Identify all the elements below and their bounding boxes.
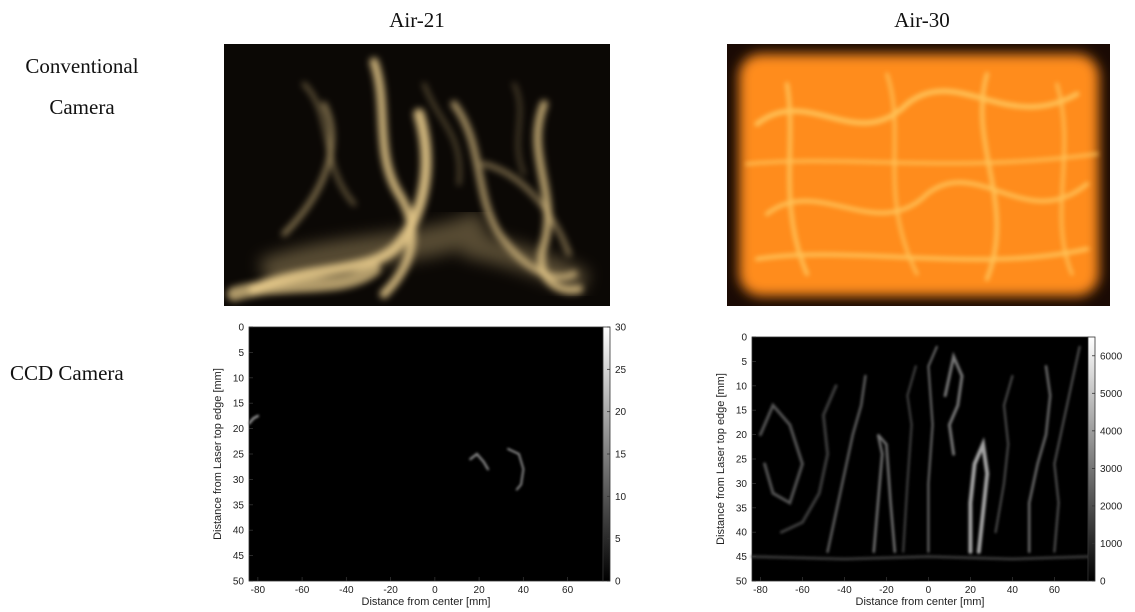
- row-header-conventional-camera: Conventional Camera: [8, 56, 156, 118]
- x-tick-label: 0: [432, 585, 438, 596]
- photo-air-21-conventional: [224, 44, 610, 306]
- y-tick-label: 50: [736, 577, 748, 588]
- y-tick-label: 0: [238, 323, 244, 334]
- heatmap-structure-3: [872, 433, 897, 553]
- x-axis-label: Distance from center [mm]: [362, 596, 491, 608]
- x-axis-label: Distance from center [mm]: [856, 596, 985, 608]
- plot-air-30-ccd: -80 -60 -40 -20 0 20 40 60 0 5 10 15 20 25 30 35 40 45 50 D…: [705, 329, 1135, 612]
- x-tick-label: -40: [339, 585, 354, 596]
- colorbar-tick-label: 25: [615, 365, 627, 376]
- column-header-air-30: Air-30: [894, 8, 950, 32]
- y-tick-label: 20: [233, 424, 245, 435]
- y-tick-label: 10: [736, 381, 748, 392]
- heatmap-structure-10: [1053, 345, 1081, 553]
- heatmap-structure-2: [826, 374, 867, 553]
- colorbar-tick-label: 20: [615, 407, 627, 418]
- heatmap-structure-1: [469, 452, 490, 471]
- y-tick-label: 25: [233, 450, 245, 461]
- colorbar-tick-label: 0: [1100, 577, 1106, 588]
- heatmap-structure-11: [750, 555, 1090, 561]
- colorbar-tick-label: 1000: [1100, 539, 1123, 550]
- x-tick-label: -20: [879, 585, 894, 596]
- colorbar-tick-label: 0: [615, 577, 621, 588]
- row-header-line-2: Camera: [49, 95, 115, 119]
- y-tick-label: 50: [233, 577, 245, 588]
- y-tick-label: 40: [233, 526, 245, 537]
- colorbar-tick-label: 5: [615, 534, 621, 545]
- row-header-line-1: Conventional: [25, 54, 139, 78]
- y-tick-label: 30: [233, 475, 245, 486]
- y-tick-label: 40: [736, 528, 748, 539]
- colorbar-tick-label: 3000: [1100, 464, 1123, 475]
- x-tick-label: 40: [1007, 585, 1019, 596]
- heatmap-area: [249, 327, 603, 581]
- photo-air-30-canvas: [727, 44, 1110, 306]
- y-tick-label: 5: [238, 348, 244, 359]
- heatmap-structure-4: [902, 365, 917, 553]
- colorbar-tick-label: 6000: [1100, 351, 1123, 362]
- heatmap-structure-5: [927, 345, 938, 553]
- colorbar-tick-label: 30: [615, 323, 627, 334]
- y-tick-label: 45: [233, 551, 245, 562]
- x-tick-label: 20: [965, 585, 977, 596]
- x-tick-label: 40: [518, 585, 530, 596]
- colorbar-tick-label: 10: [615, 492, 627, 503]
- heatmap-structure-9: [1027, 365, 1052, 553]
- heatmap-structure-2: [507, 448, 525, 491]
- y-tick-label: 25: [736, 455, 748, 466]
- plot-air-21-ccd: -80 -60 -40 -20 0 20 40 60 0 5 10 15 20 25 30 35 40 45 50 D…: [205, 318, 627, 610]
- y-tick-label: 45: [736, 552, 748, 563]
- y-tick-label: 30: [736, 479, 748, 490]
- x-tick-label: 0: [926, 585, 932, 596]
- heatmap-structure-0: [247, 414, 259, 425]
- y-tick-label: 15: [233, 399, 245, 410]
- x-tick-label: 60: [1049, 585, 1061, 596]
- colorbar-tick-label: 15: [615, 450, 627, 461]
- x-tick-label: 20: [474, 585, 486, 596]
- y-axis-label: Distance from Laser top edge [mm]: [715, 373, 727, 545]
- colorbar-tick-label: 4000: [1100, 426, 1123, 437]
- heatmap-structure-0: [758, 402, 804, 506]
- row-header-ccd-camera: CCD Camera: [10, 361, 124, 385]
- heatmap-structure-6: [943, 351, 964, 456]
- colorbar-tick-label: 2000: [1100, 501, 1123, 512]
- colorbar: [1087, 336, 1096, 582]
- y-tick-label: 35: [736, 503, 748, 514]
- y-axis-label: Distance from Laser top edge [mm]: [212, 368, 224, 540]
- y-tick-label: 35: [233, 500, 245, 511]
- y-tick-label: 20: [736, 430, 748, 441]
- photo-air-21-canvas: [224, 44, 610, 306]
- heatmap-structures: [247, 414, 525, 491]
- heatmap-structure-7: [968, 437, 990, 554]
- heatmap-structures: [750, 345, 1090, 561]
- heatmap-structure-1: [779, 384, 838, 534]
- plot-air-21-svg: -80 -60 -40 -20 0 20 40 6005101520253035404550D…: [212, 323, 627, 609]
- heatmap-area: [752, 337, 1088, 581]
- x-tick-label: -60: [295, 585, 310, 596]
- photo-air-30-conventional: [727, 44, 1110, 306]
- x-tick-label: -80: [753, 585, 768, 596]
- x-tick-label: -40: [837, 585, 852, 596]
- y-tick-label: 10: [233, 373, 245, 384]
- y-tick-label: 15: [736, 406, 748, 417]
- x-tick-label: 60: [562, 585, 574, 596]
- column-header-air-21: Air-21: [389, 8, 445, 32]
- plot-air-30-svg: -80 -60 -40 -20 0 20 40 60 0 5 10 15 20 25 30 35 40 45 50 D…: [715, 333, 1123, 609]
- heatmap-structure-8: [994, 375, 1014, 534]
- y-tick-label: 0: [741, 333, 747, 344]
- x-tick-label: -20: [383, 585, 398, 596]
- x-tick-label: -80: [251, 585, 266, 596]
- x-tick-label: -60: [795, 585, 810, 596]
- colorbar-tick-label: 5000: [1100, 389, 1123, 400]
- y-tick-label: 5: [741, 357, 747, 368]
